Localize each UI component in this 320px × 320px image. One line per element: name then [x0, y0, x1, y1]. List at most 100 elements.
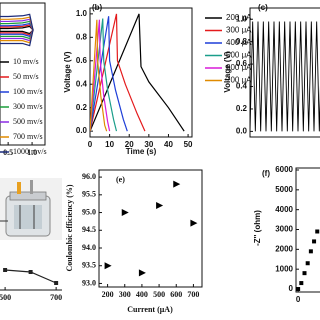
legend-label: 400 μA: [226, 38, 252, 47]
plot-area: [296, 229, 320, 292]
point: [299, 281, 304, 286]
legend-label: 200 μA: [226, 13, 252, 22]
legend-label: 50 mv/s: [13, 72, 39, 81]
series-line: [0, 13, 34, 47]
point: [156, 201, 164, 209]
x-tick-label: 0: [296, 295, 301, 304]
y-tick-label: 0.6: [236, 59, 248, 68]
y-tick-label: 0.2: [76, 103, 88, 112]
y-tick-label: 0: [289, 284, 294, 293]
panel-label: (b): [92, 3, 103, 12]
x-tick-label: 0: [88, 140, 93, 149]
point: [54, 281, 59, 285]
y-axis-label: Voltage (V): [63, 51, 72, 93]
panel-label: (c): [258, 3, 268, 12]
y-tick-label: 0.0: [76, 126, 88, 135]
x-tick-label: 300: [119, 290, 131, 299]
panel: 0.0 0.2 0.4 0.6 0.8 1.0 (c) Voltage (V): [223, 3, 320, 138]
y-tick-label: 93.5: [82, 261, 96, 270]
series-line: [250, 21, 320, 132]
series-line: [90, 18, 118, 132]
y-tick-label: 94.5: [82, 225, 96, 234]
y-tick-label: 95.0: [82, 207, 96, 216]
panel: 0 10 20 30 40 50 0.0 0.2 0.4 0.6 0.8 1.0 (b) Time (s)…: [63, 3, 252, 156]
plot-area: [250, 21, 320, 132]
plot-area: [90, 13, 185, 132]
x-axis-label: Time (s): [126, 147, 157, 156]
point: [315, 229, 320, 234]
x-tick-label: 40: [164, 140, 173, 149]
y-tick-label: 1.0: [236, 14, 248, 23]
y-tick-label: 1000: [275, 264, 293, 273]
x-tick-label: 500: [153, 290, 165, 299]
plot-area: [3, 268, 59, 285]
point: [3, 268, 8, 272]
x-tick-label: 600: [170, 290, 182, 299]
panel: 00 1000 2000 3000 4000 5000 6000 (f) -Z'' (ohm): [253, 165, 320, 304]
y-tick-label: 0.4: [236, 82, 248, 91]
y-tick-label: 96.0: [82, 172, 96, 181]
point: [308, 249, 313, 254]
series-line: [90, 19, 111, 132]
point: [312, 239, 317, 244]
series-line: [90, 13, 185, 132]
point: [28, 270, 33, 274]
plot-area: [0, 13, 34, 47]
y-axis-label: Voltage (V): [223, 51, 232, 93]
x-tick-label: 400: [136, 290, 148, 299]
y-tick-label: 1.0: [76, 9, 88, 18]
point: [173, 180, 181, 188]
x-tick-label: 700: [50, 293, 62, 302]
panel: 200 300 400 500 600 700 93.0 93.5 94.0 94.5 95.0 95…: [65, 169, 203, 314]
y-tick-label: 94.0: [82, 243, 96, 252]
point: [104, 262, 112, 270]
plot-frame: [249, 7, 320, 138]
y-tick-label: 3000: [275, 225, 293, 234]
plot-frame: [0, 2, 46, 146]
x-tick-label: 1.0: [27, 148, 37, 157]
series-line: [90, 16, 128, 132]
y-tick-label: 95.5: [82, 190, 96, 199]
x-tick-label: 30: [144, 140, 153, 149]
y-tick-label: 0.2: [236, 104, 248, 113]
y-tick-label: 5000: [275, 185, 293, 194]
device-photo: [0, 178, 62, 240]
y-tick-label: 6000: [275, 165, 293, 174]
y-tick-label: 0.0: [236, 127, 248, 136]
x-tick-label: 50: [184, 140, 193, 149]
y-tick-label: 0.6: [76, 56, 88, 65]
y-tick-label: 2000: [275, 244, 293, 253]
legend-label: 300 mv/s: [13, 102, 43, 111]
legend-label: 100 mv/s: [13, 87, 43, 96]
x-tick-label: 200: [102, 290, 114, 299]
x-tick-label: 500: [0, 293, 11, 302]
legend-label: 700 μA: [226, 76, 252, 85]
point: [138, 269, 146, 277]
x-tick-label: 700: [187, 290, 199, 299]
y-axis-label: Coulombic efficiency (%): [65, 184, 74, 271]
panel-label: (f): [262, 169, 270, 178]
x-axis-label: Current (μA): [127, 305, 173, 314]
plot-frame: [98, 169, 203, 288]
x-tick-label: 10: [105, 140, 114, 149]
panel: 500 700: [0, 268, 62, 302]
point: [296, 287, 301, 292]
point: [190, 219, 198, 227]
legend-label: 700 mv/s: [13, 132, 43, 141]
x-tick-label: 20: [125, 140, 134, 149]
y-tick-label: 0.8: [76, 32, 88, 41]
series-line: [90, 19, 108, 132]
plot-area: [104, 180, 198, 277]
y-tick-label: 4000: [275, 205, 293, 214]
point: [121, 209, 129, 217]
legend-label: 500 mv/s: [13, 117, 43, 126]
legend-label: 300 μA: [226, 26, 252, 35]
legend-label: 500 μA: [226, 51, 252, 60]
y-tick-label: 93.0: [82, 278, 96, 287]
y-tick-label: 0.4: [76, 79, 88, 88]
plot-frame: [89, 7, 193, 138]
legend-label: 1000 mv/s: [13, 147, 47, 156]
point: [302, 271, 307, 276]
